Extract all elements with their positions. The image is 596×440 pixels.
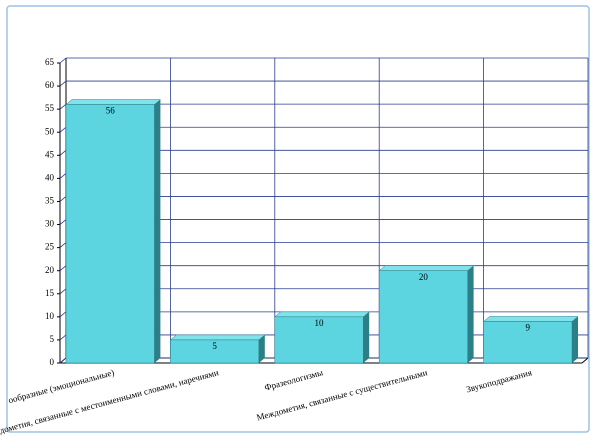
grid-line-side [59,357,67,364]
bar-side [154,99,161,364]
data-label: 5 [212,341,217,351]
grid-line-side [59,80,67,87]
grid-line-side [59,334,67,341]
x-tick-label: Междометия, связанные с существительными [255,367,428,422]
grid-line-side [59,196,67,202]
y-tick-label: 15 [45,288,55,298]
bar [483,321,573,364]
y-tick-label: 20 [45,265,55,275]
grid-line-side [59,173,67,179]
y-tick-label: 45 [45,149,55,159]
grid-line-side [59,288,67,295]
y-tick-label: 50 [45,126,55,136]
bar-top [65,99,162,105]
x-tick-label: Фразеологизмы [263,367,324,392]
bar-top [169,334,266,341]
y-tick-label: 60 [45,80,55,90]
data-label: 10 [315,318,325,328]
grid-line-side [59,265,67,271]
grid-line-side [59,311,67,318]
frame [6,5,590,433]
grid-line-side [59,126,67,133]
bar-side [363,311,370,363]
bar [378,270,468,364]
data-label: 9 [526,323,531,333]
bar [65,104,155,364]
y-tick-label: 0 [50,357,55,367]
bar-top [378,265,475,271]
floor-right [581,357,589,364]
y-tick-label: 5 [50,334,55,344]
y-tick-label: 55 [45,103,55,113]
bar-side [467,265,474,363]
bar [274,316,364,364]
bar-top [482,316,579,322]
grid-line-side [59,242,67,248]
bar-top [274,311,370,318]
y-tick-label: 40 [45,172,55,182]
x-tick-label: Звукоподражания [465,367,533,394]
grid-line-side [59,103,67,110]
bar-side [258,334,265,363]
data-label: 56 [106,106,116,116]
grid-line-side [59,57,67,64]
y-tick-label: 30 [45,219,55,229]
grid-line-side [59,150,67,156]
y-tick-label: 10 [45,311,55,321]
y-tick-label: 35 [45,196,55,206]
bar-side [572,316,578,363]
y-tick-label: 65 [45,57,55,67]
y-tick-label: 25 [45,242,55,252]
data-label: 20 [419,272,429,282]
bar [170,339,260,364]
grid-line-side [59,219,67,225]
